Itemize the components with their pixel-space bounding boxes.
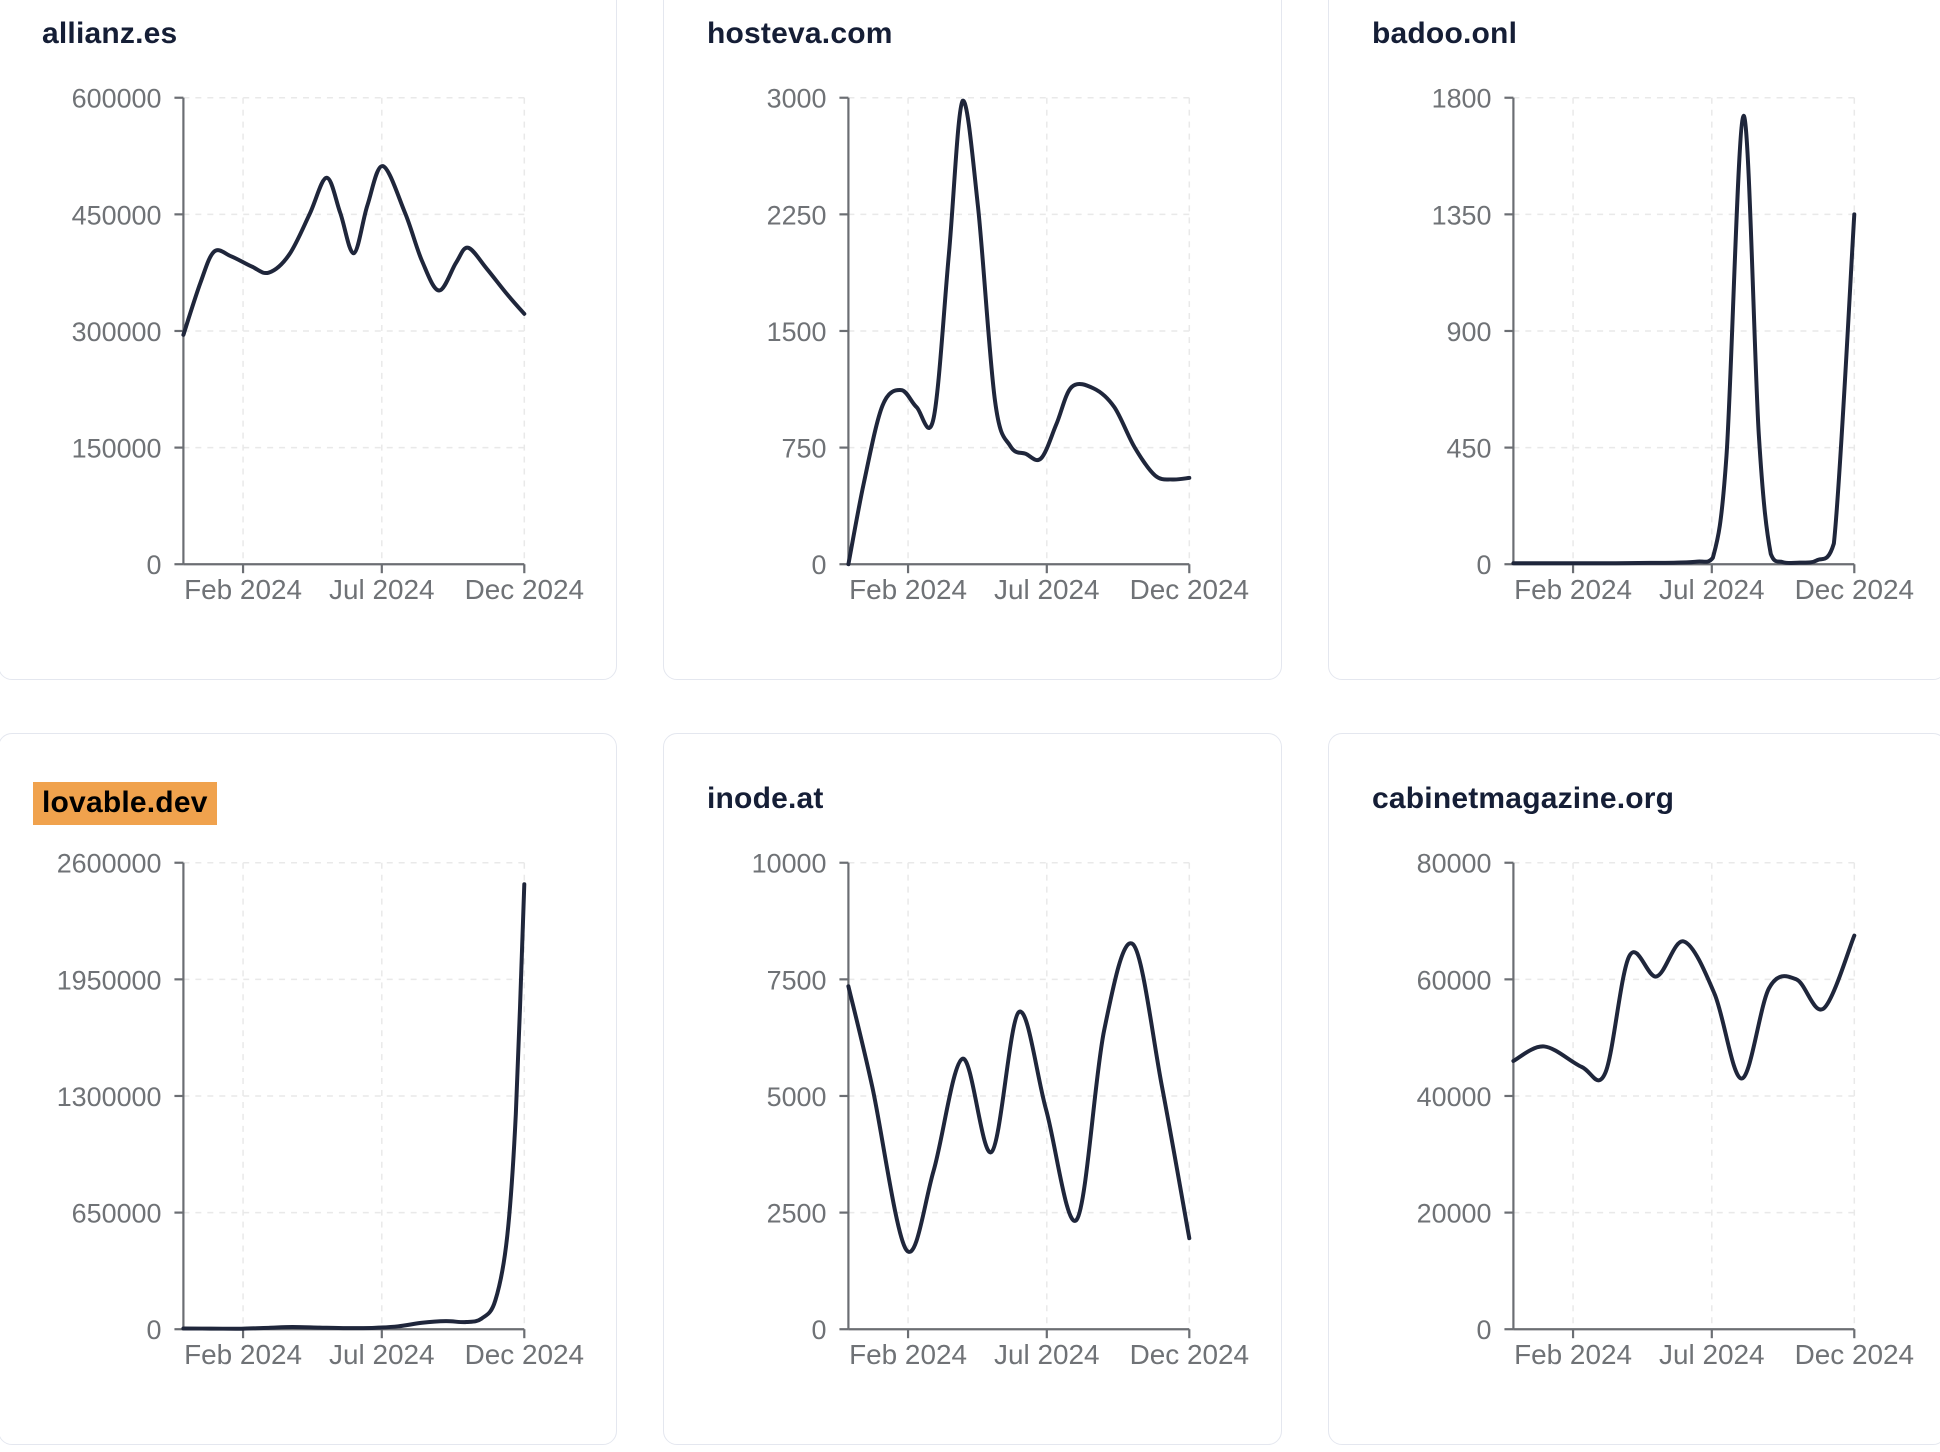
series-line [846, 941, 1192, 1254]
line-chart: 0 750 1500 2250 3000 Feb 2024 Jul 2024 Dec 2024 [767, 84, 1249, 605]
series-line [181, 164, 527, 337]
chart-title-text: allianz.es [42, 17, 178, 50]
y-tick-label: 0 [1477, 1315, 1492, 1345]
y-tick-label: 3000 [767, 84, 827, 114]
y-tick-label: 0 [812, 550, 827, 580]
x-tick-label: Jul 2024 [1659, 574, 1764, 605]
x-tick-label: Feb 2024 [184, 574, 302, 605]
y-tick-label: 600000 [72, 84, 162, 114]
y-tick-label: 900 [1447, 317, 1492, 347]
y-tick-label: 750 [782, 434, 827, 464]
x-tick-label: Dec 2024 [465, 1339, 584, 1370]
y-tick-label: 0 [147, 550, 162, 580]
series-line [1511, 933, 1857, 1083]
x-tick-label: Dec 2024 [1130, 574, 1249, 605]
chart-title-text: lovable.dev [33, 782, 217, 825]
y-tick-label: 1350 [1432, 200, 1492, 230]
y-tick-label: 150000 [72, 434, 162, 464]
y-tick-label: 1950000 [57, 965, 162, 995]
y-tick-label: 450000 [72, 200, 162, 230]
x-tick-label: Feb 2024 [849, 1339, 967, 1370]
x-tick-label: Feb 2024 [849, 574, 967, 605]
y-tick-label: 5000 [767, 1082, 827, 1112]
y-tick-label: 300000 [72, 317, 162, 347]
chart-title: inode.at [707, 782, 824, 816]
y-tick-label: 2600000 [57, 849, 162, 879]
y-tick-label: 1500 [767, 317, 827, 347]
chart-title: badoo.onl [1372, 17, 1517, 51]
x-tick-label: Feb 2024 [184, 1339, 302, 1370]
y-tick-label: 1800 [1432, 84, 1492, 114]
y-tick-label: 1300000 [57, 1082, 162, 1112]
line-chart: 0 20000 40000 60000 80000 Feb 2024 Jul 2024 Dec… [1417, 849, 1914, 1370]
y-tick-label: 7500 [767, 965, 827, 995]
series-line [181, 882, 527, 1331]
chart-title-text: inode.at [707, 782, 824, 815]
y-tick-label: 10000 [752, 849, 827, 879]
chart-card-inode: inode.at 0 2500 5000 7500 10000 Feb 2024 Jul 2… [663, 733, 1282, 1445]
x-tick-label: Jul 2024 [329, 574, 434, 605]
chart-title-text: cabinetmagazine.org [1372, 782, 1675, 815]
y-tick-label: 40000 [1417, 1082, 1492, 1112]
line-chart: 0 650000 1300000 1950000 2600000 Feb 2024 Jul … [57, 849, 584, 1370]
y-tick-label: 0 [147, 1315, 162, 1345]
chart-card-badoo: badoo.onl 0 450 900 1350 1800 Feb 2024 Jul 202… [1328, 0, 1940, 680]
series-line [1511, 113, 1857, 566]
x-tick-label: Jul 2024 [1659, 1339, 1764, 1370]
chart-title: hosteva.com [707, 17, 893, 51]
y-tick-label: 20000 [1417, 1199, 1492, 1229]
x-tick-label: Feb 2024 [1514, 1339, 1632, 1370]
chart-title-text: badoo.onl [1372, 17, 1518, 50]
y-tick-label: 2500 [767, 1199, 827, 1229]
line-chart: 0 450 900 1350 1800 Feb 2024 Jul 2024 Dec 2024 [1432, 84, 1914, 605]
y-tick-label: 80000 [1417, 849, 1492, 879]
chart-card-allianz: allianz.es 0 150000 300000 450000 600000 Feb … [0, 0, 617, 680]
series-line [846, 98, 1192, 567]
x-tick-label: Dec 2024 [1130, 1339, 1249, 1370]
x-tick-label: Jul 2024 [994, 1339, 1099, 1370]
x-tick-label: Dec 2024 [465, 574, 584, 605]
chart-card-lovable: lovable.dev 0 650000 1300000 1950000 2600000… [0, 733, 617, 1445]
x-tick-label: Jul 2024 [329, 1339, 434, 1370]
line-chart: 0 2500 5000 7500 10000 Feb 2024 Jul 2024 Dec 20… [752, 849, 1249, 1370]
chart-card-hosteva: hosteva.com 0 750 1500 2250 3000 Feb 2024 Jul … [663, 0, 1282, 680]
chart-title: allianz.es [42, 17, 177, 51]
y-tick-label: 2250 [767, 200, 827, 230]
chart-title-text: hosteva.com [707, 17, 893, 50]
chart-card-cabinetmagazine: cabinetmagazine.org 0 20000 40000 60000 8000… [1328, 733, 1940, 1445]
y-tick-label: 60000 [1417, 965, 1492, 995]
y-tick-label: 650000 [72, 1199, 162, 1229]
chart-title: cabinetmagazine.org [1372, 782, 1674, 816]
x-tick-label: Jul 2024 [994, 574, 1099, 605]
x-tick-label: Feb 2024 [1514, 574, 1632, 605]
y-tick-label: 0 [812, 1315, 827, 1345]
y-tick-label: 0 [1477, 550, 1492, 580]
line-chart: 0 150000 300000 450000 600000 Feb 2024 Jul 202… [72, 84, 584, 605]
chart-title: lovable.dev [33, 782, 217, 825]
y-tick-label: 450 [1447, 434, 1492, 464]
x-tick-label: Dec 2024 [1795, 1339, 1914, 1370]
x-tick-label: Dec 2024 [1795, 574, 1914, 605]
